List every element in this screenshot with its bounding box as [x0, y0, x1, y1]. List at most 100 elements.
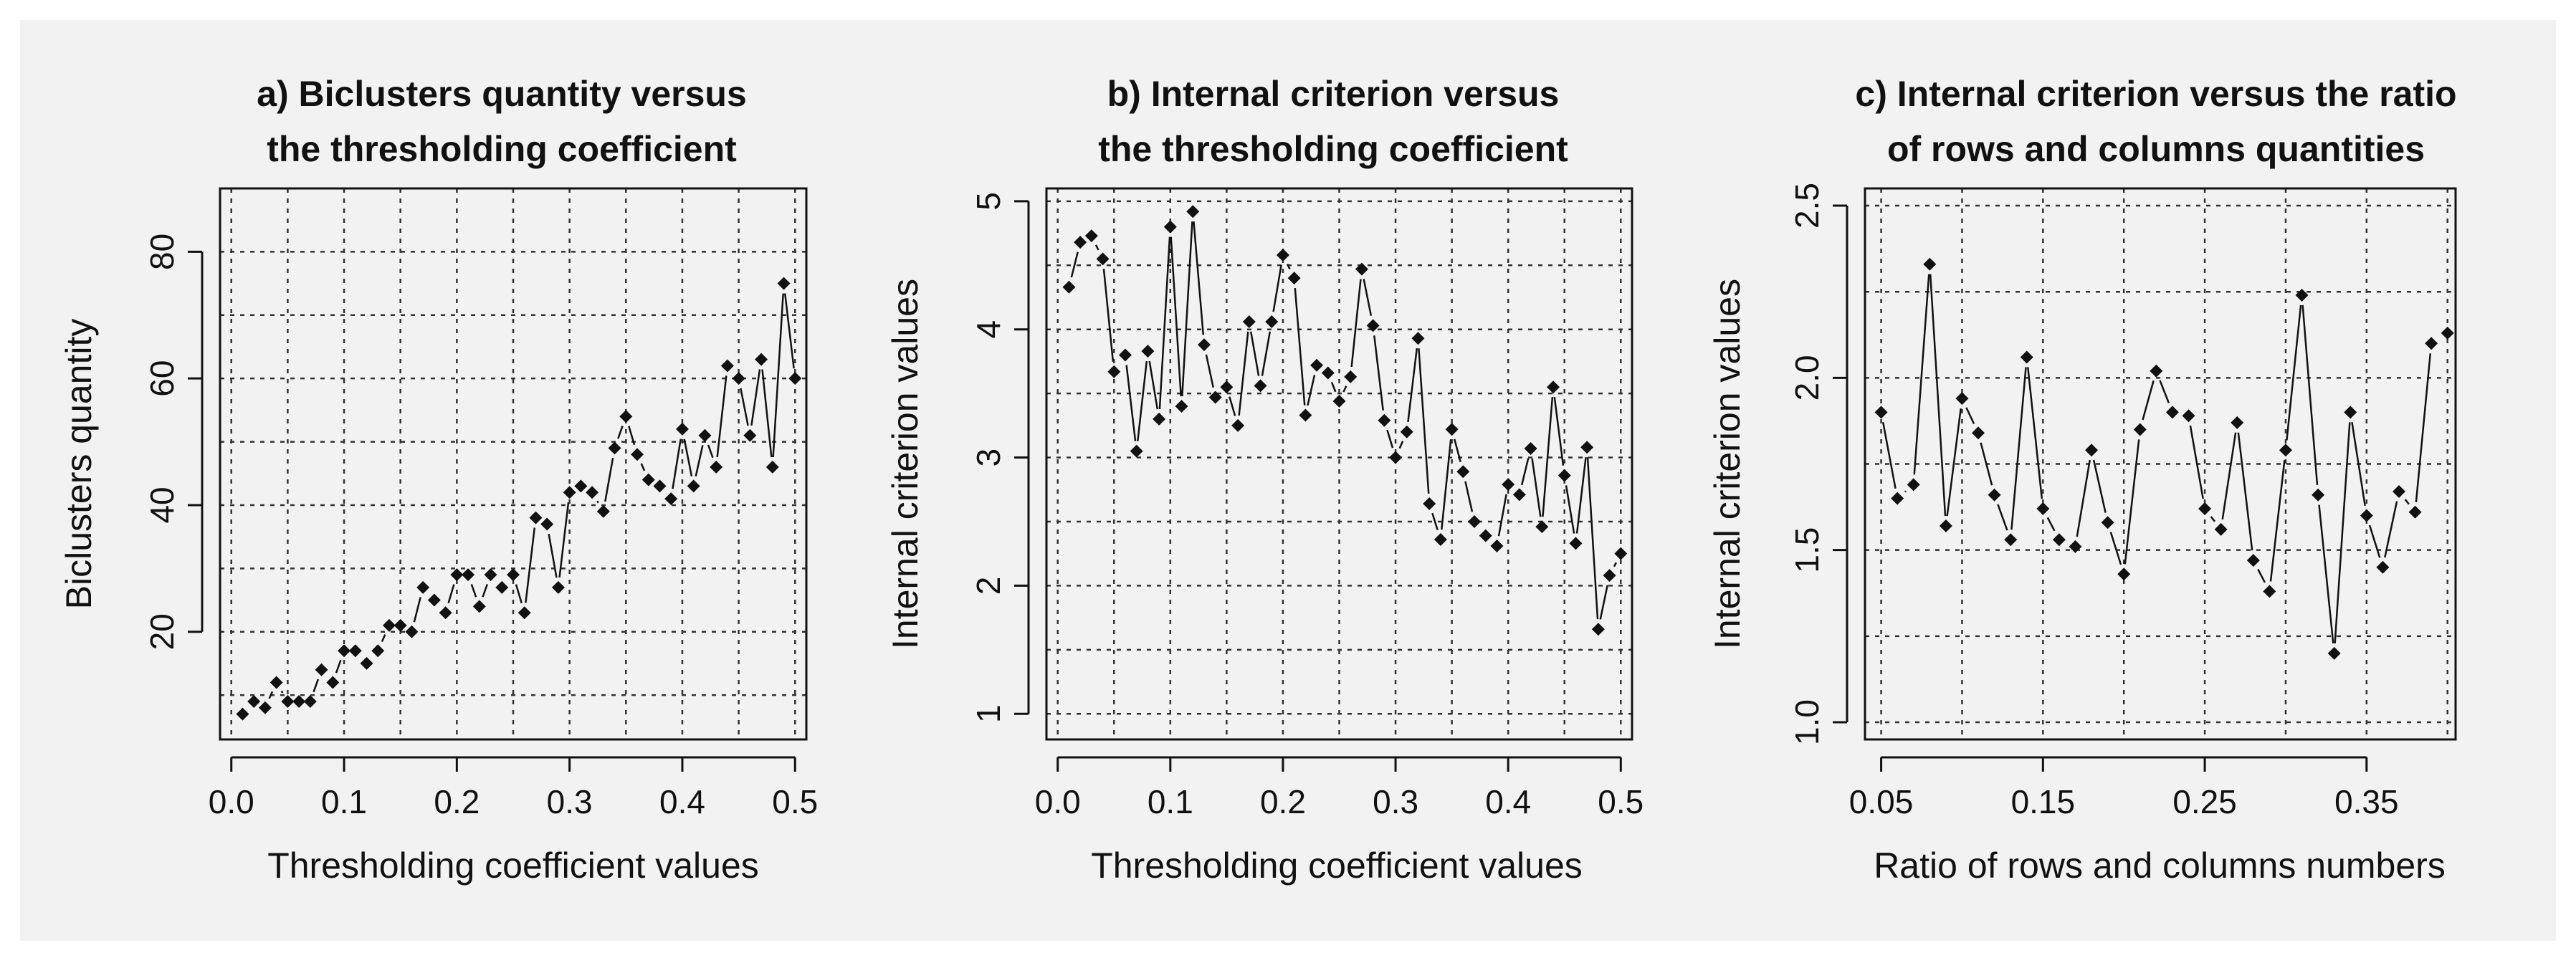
series-segment [1613, 562, 1617, 567]
series-segment [558, 502, 570, 578]
data-point [1321, 366, 1335, 380]
series-segment [1575, 457, 1587, 534]
y-tick-label: 4 [970, 320, 1007, 339]
data-point [236, 707, 249, 721]
x-axis-label: Thresholding coefficient values [1091, 845, 1583, 886]
data-point [1939, 519, 1952, 533]
series-segment [2142, 380, 2155, 421]
plot-frame [1864, 187, 2457, 741]
data-point [586, 486, 599, 499]
series-segment [683, 439, 693, 476]
data-point [765, 460, 779, 474]
data-point [551, 580, 565, 594]
series-segment [2301, 305, 2319, 485]
x-tick-label: 0.5 [772, 783, 818, 820]
data-point [2214, 522, 2228, 536]
series-segment [482, 583, 489, 598]
data-point [1084, 229, 1098, 243]
data-point [2036, 502, 2050, 515]
series-segment [2046, 517, 2056, 532]
data-point [1389, 451, 1403, 464]
data-point [2312, 488, 2325, 502]
data-point [2263, 585, 2276, 598]
data-point [698, 428, 712, 442]
data-point [1197, 338, 1211, 352]
data-point [1490, 539, 1504, 552]
data-point [1186, 205, 1200, 219]
y-tick-label: 1 [970, 704, 1007, 723]
series-segment [1431, 512, 1439, 531]
data-point [2344, 406, 2357, 419]
data-point [315, 663, 328, 676]
data-point [1265, 315, 1279, 328]
series-segment [2404, 499, 2410, 505]
y-tick-label: 20 [143, 613, 181, 650]
data-point [2246, 554, 2260, 567]
series-segment [1881, 421, 1897, 489]
series-segment [604, 457, 614, 502]
data-point [2165, 406, 2179, 419]
data-point [1423, 497, 1436, 510]
series-segment [1294, 288, 1306, 406]
series-segment [596, 500, 599, 504]
data-point [2279, 444, 2292, 457]
data-point [1220, 380, 1234, 394]
x-tick-label: 0.05 [1849, 783, 1914, 820]
data-point [1535, 520, 1549, 534]
data-point [1411, 332, 1425, 345]
chart-title-line-2: the thresholding coefficient [267, 129, 737, 169]
data-point [495, 580, 509, 594]
data-point [247, 694, 261, 708]
series-segment [1965, 407, 1975, 425]
data-point [1512, 488, 1526, 502]
series-segment [2318, 504, 2334, 644]
y-tick-label: 60 [143, 360, 181, 397]
series-segment [1307, 375, 1316, 406]
series-segment [1286, 264, 1291, 270]
data-point [1074, 236, 1087, 249]
data-point [2150, 364, 2163, 378]
data-point [281, 694, 295, 708]
x-tick-label: 0.5 [1598, 783, 1644, 820]
y-tick-label: 2 [970, 577, 1007, 595]
data-point [1096, 252, 1110, 266]
x-tick-label: 0.4 [659, 783, 705, 820]
data-point [529, 511, 543, 524]
chart-title-line-1: c) Internal criterion versus the ratio [1855, 74, 2456, 114]
chart-title-line-1: b) Internal criterion versus [1107, 74, 1560, 114]
data-point [2408, 505, 2422, 519]
series-segment [447, 584, 455, 604]
series-segment [2010, 367, 2027, 530]
series-segment [1441, 439, 1452, 530]
data-point [484, 568, 497, 582]
series-segment [740, 388, 749, 426]
data-point [2376, 560, 2390, 574]
data-point [1524, 442, 1537, 456]
series-segment [548, 534, 558, 578]
data-point [1130, 444, 1143, 458]
series-segment [2189, 425, 2204, 499]
data-point [405, 625, 419, 638]
series-segment [2286, 305, 2302, 441]
data-point [416, 580, 430, 594]
series-segment [1531, 458, 1542, 517]
data-point [1614, 547, 1628, 560]
x-tick-label: 0.2 [1260, 783, 1306, 820]
data-point [1344, 370, 1358, 383]
data-point [2198, 502, 2212, 515]
data-point [1276, 248, 1289, 262]
data-point [2052, 533, 2066, 547]
data-point [1972, 426, 1985, 440]
data-point [2182, 409, 2195, 423]
data-point [2101, 516, 2114, 529]
series-segment [1398, 441, 1404, 449]
series-segment [2334, 422, 2351, 643]
x-tick-label: 0.35 [2334, 783, 2399, 820]
data-point [1955, 392, 1969, 406]
data-point [2020, 350, 2033, 364]
data-point [517, 606, 531, 620]
series-segment [1542, 397, 1554, 517]
data-point [1400, 425, 1413, 439]
series-segment [1205, 354, 1214, 388]
